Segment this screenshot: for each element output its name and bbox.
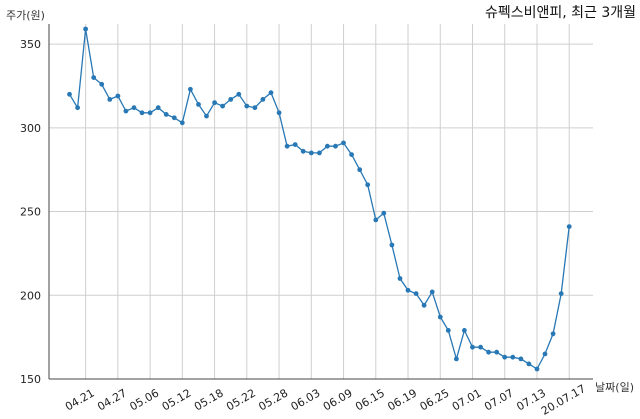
data-point <box>566 224 572 230</box>
data-point <box>558 291 564 296</box>
data-point <box>171 115 177 121</box>
data-point <box>429 289 435 295</box>
data-point <box>139 110 145 116</box>
series-layer <box>67 26 572 372</box>
data-point <box>478 344 483 350</box>
data-point <box>75 105 80 111</box>
data-point <box>470 344 475 350</box>
series-line <box>68 28 570 370</box>
y-tick-label: 200 <box>20 289 41 302</box>
y-tick-label: 350 <box>20 38 41 51</box>
y-axis-title: 주가(원) <box>6 9 45 22</box>
data-point <box>494 349 500 355</box>
data-point <box>454 356 459 362</box>
data-point <box>542 351 548 357</box>
data-point <box>276 110 282 116</box>
x-tick-label: 07.07 <box>482 386 516 413</box>
data-point <box>389 242 395 248</box>
y-tick-labels: 150 200 250 300 350 <box>20 38 41 386</box>
data-point <box>502 354 508 360</box>
x-tick-label: 06.15 <box>353 386 387 413</box>
data-point <box>107 97 113 102</box>
data-point <box>155 105 161 111</box>
data-point <box>236 91 242 97</box>
gridlines <box>49 24 593 380</box>
data-point <box>462 328 467 333</box>
data-point <box>397 276 403 281</box>
data-point <box>510 354 516 360</box>
x-tick-label: 05.28 <box>256 386 290 413</box>
data-point <box>147 110 153 116</box>
data-point <box>357 167 363 173</box>
data-point <box>349 152 354 158</box>
data-point <box>67 91 72 97</box>
data-point <box>212 100 218 106</box>
x-tick-label: 06.25 <box>418 386 452 413</box>
data-point <box>131 105 137 111</box>
data-point <box>300 148 306 154</box>
data-point <box>83 26 88 32</box>
x-axis-title: 날짜(일) <box>595 380 634 394</box>
y-tick-label: 300 <box>20 122 41 135</box>
y-tick-label: 250 <box>20 206 41 219</box>
data-point <box>179 120 185 126</box>
data-point <box>325 143 330 149</box>
data-point <box>550 331 556 337</box>
data-point <box>333 143 338 149</box>
data-point <box>486 349 491 355</box>
chart-title: 슈펙스비앤피, 최근 3개월 <box>485 5 636 21</box>
x-tick-label: 05.18 <box>192 386 226 413</box>
x-tick-label: 06.09 <box>321 386 355 413</box>
data-point <box>413 291 419 296</box>
data-point <box>437 314 443 320</box>
data-point <box>91 75 97 80</box>
data-point <box>445 328 451 333</box>
data-point <box>260 97 266 102</box>
y-tick-label: 150 <box>20 373 41 386</box>
x-tick-label: 05.06 <box>127 386 161 413</box>
data-point <box>341 140 346 146</box>
data-point <box>317 150 322 156</box>
data-point <box>228 97 234 102</box>
axes <box>48 24 593 380</box>
x-tick-label: 05.22 <box>224 386 258 413</box>
data-point <box>244 103 250 109</box>
data-point <box>518 356 524 362</box>
data-point <box>123 108 129 114</box>
data-point <box>308 150 314 156</box>
data-point <box>204 113 209 119</box>
data-point <box>188 86 193 92</box>
data-point <box>365 182 371 188</box>
x-tick-label: 04.27 <box>95 386 129 413</box>
data-point <box>405 287 411 293</box>
x-tick-label: 04.21 <box>63 386 97 413</box>
data-point <box>252 105 258 111</box>
x-tick-labels: 04.2104.2705.0605.1205.1805.2205.2806.03… <box>63 382 588 418</box>
x-tick-label: 06.19 <box>385 386 419 413</box>
data-point <box>115 93 121 99</box>
data-point <box>99 81 105 87</box>
data-point <box>292 142 298 148</box>
data-point <box>196 102 201 107</box>
data-point <box>421 302 427 308</box>
x-tick-label: 05.12 <box>160 386 194 413</box>
data-point <box>268 90 274 96</box>
data-point <box>220 103 226 109</box>
data-point <box>526 361 532 367</box>
data-point <box>381 210 387 216</box>
x-tick-label: 07.01 <box>450 386 484 413</box>
data-point <box>163 112 169 117</box>
data-point <box>284 143 290 149</box>
data-point <box>373 217 379 223</box>
x-tick-label: 06.03 <box>289 386 323 413</box>
data-point <box>534 366 540 372</box>
x-tick-label: 20.07.17 <box>539 382 588 418</box>
